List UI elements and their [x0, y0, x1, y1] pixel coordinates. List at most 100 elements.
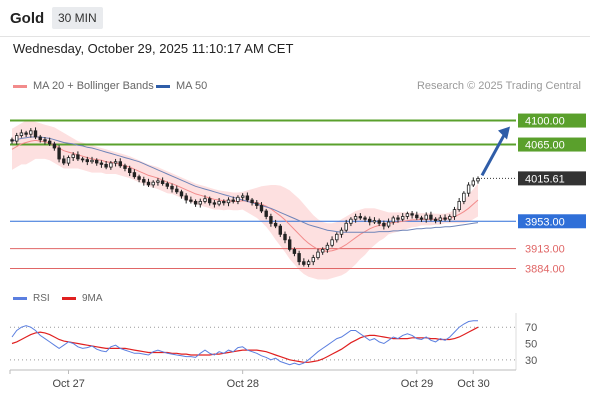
candle-body [217, 200, 221, 205]
candle-body [179, 191, 184, 197]
candle-body [245, 195, 250, 201]
header-divider [0, 36, 590, 37]
candle-body [62, 158, 66, 164]
candle-body [283, 233, 287, 241]
level-label-4100.00: 4100.00 [525, 116, 565, 128]
candle-body [410, 213, 414, 216]
candle-body [24, 132, 28, 135]
candle-body [132, 172, 137, 178]
candle-body [419, 217, 424, 220]
level-label-box-3953.00 [518, 214, 586, 229]
candle-body [113, 161, 118, 164]
legend-item-ma50: MA 50 [156, 80, 207, 92]
legend-label-rsi: RSI [33, 293, 50, 304]
ma50-line [11, 136, 479, 233]
candle-body [104, 163, 108, 168]
candle-body [273, 222, 278, 227]
candle-body [170, 185, 174, 190]
level-label-3913.00: 3913.00 [525, 244, 565, 256]
candle-body [339, 229, 344, 235]
candle-body [109, 162, 113, 168]
candle-body [137, 176, 141, 180]
candle-body [85, 159, 89, 163]
candle-body [471, 180, 475, 186]
legend-item-9ma: 9MA [62, 293, 103, 304]
candle-body [43, 139, 47, 142]
candle-body [396, 217, 400, 220]
rsi-line [11, 320, 478, 366]
candle-body [52, 143, 57, 149]
candle-body [429, 214, 433, 220]
candle-body [264, 210, 268, 217]
rsi-tick-label-70: 70 [525, 322, 537, 334]
candle-body [175, 188, 179, 193]
level-label-box-4100.00 [518, 113, 586, 128]
candle-body [203, 198, 207, 202]
candle-body [367, 218, 372, 223]
candle-body [320, 248, 325, 253]
timeframe-button[interactable]: 30 MIN [52, 7, 103, 29]
candle-body [372, 220, 377, 223]
candle-body [207, 198, 212, 204]
candle-body [151, 181, 155, 186]
level-label-box-4015.61 [518, 171, 586, 186]
legend-label-9ma: 9MA [82, 293, 103, 304]
candle-body [306, 261, 311, 265]
candle-body [222, 200, 226, 204]
candle-body [71, 154, 75, 158]
candle-body [10, 139, 14, 142]
candle-body [160, 180, 165, 184]
candle-body [335, 233, 339, 241]
level-label-3953.00: 3953.00 [525, 216, 565, 228]
candle-body [287, 239, 292, 250]
legend-label-ma50: MA 50 [176, 80, 208, 92]
candle-body [363, 217, 367, 220]
candle-body [297, 253, 301, 263]
candle-body [269, 216, 273, 224]
candle-body [259, 205, 264, 212]
candle-body [443, 217, 447, 220]
candle-body [424, 214, 428, 220]
candle-body [189, 199, 193, 202]
bollinger-band-area [12, 120, 478, 280]
candle-body [353, 216, 358, 220]
candle-body [344, 222, 348, 231]
candle-body [212, 202, 217, 205]
candle-body [146, 181, 151, 186]
candle-body [57, 147, 61, 160]
level-label-4015.61: 4015.61 [525, 173, 565, 185]
x-tick-label-Oct-29: Oct 29 [401, 378, 433, 390]
candle-body [448, 216, 452, 220]
legend-item-ma20: MA 20 + Bollinger Bands [13, 80, 154, 92]
candle-body [193, 200, 198, 205]
x-tick-label-Oct-28: Oct 28 [227, 378, 259, 390]
projection-arrow-shaft [480, 130, 508, 177]
rsi-tick-label-30: 30 [525, 355, 537, 367]
candle-body [123, 165, 127, 169]
candle-body [236, 196, 240, 202]
candle-body [38, 136, 42, 141]
candle-body [415, 214, 419, 219]
candle-body [142, 179, 146, 183]
candle-body [278, 225, 282, 235]
candle-body [80, 158, 85, 161]
instrument-title: Gold [10, 10, 45, 27]
candle-body [316, 251, 320, 259]
credit-text: Research © 2025 Trading Central [416, 80, 581, 92]
candle-body [382, 222, 386, 227]
candle-body [127, 168, 132, 173]
candle-body [33, 130, 38, 138]
chart-header: Gold 30 MIN [0, 0, 590, 38]
rsi-tick-label-50: 50 [525, 339, 537, 351]
legend-swatch-rsi [13, 297, 27, 300]
candle-body [66, 157, 71, 164]
candle-body [184, 195, 188, 201]
candle-body [349, 218, 353, 224]
candle-body [48, 140, 52, 145]
candle-body [292, 248, 297, 254]
legend-swatch-ma50 [156, 84, 170, 88]
candle-body [462, 192, 466, 202]
candle-body [400, 216, 405, 220]
candle-body [156, 180, 160, 183]
